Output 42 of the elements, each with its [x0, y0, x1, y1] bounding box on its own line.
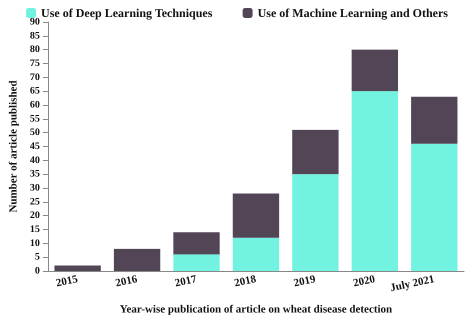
- bar: [292, 174, 339, 271]
- y-tick-label: 35: [30, 168, 40, 180]
- y-tick-label: 50: [30, 127, 40, 138]
- y-tick-label: 70: [30, 72, 40, 83]
- x-tick-label: 2019: [292, 273, 318, 290]
- bar: [114, 248, 160, 271]
- y-tick-label: 40: [30, 154, 40, 166]
- x-tick-label: 2018: [233, 273, 258, 290]
- legend-label: Use of Deep Learning Techniques: [41, 6, 213, 20]
- x-axis-title: Year-wise publication of article on wheat disease detection: [120, 304, 392, 316]
- y-axis-title: Number of article published: [8, 80, 20, 213]
- y-tick-label: 55: [30, 113, 40, 124]
- bar: [173, 254, 220, 271]
- y-tick-label: 85: [30, 30, 40, 42]
- x-tick-label: 2020: [352, 273, 377, 290]
- y-tick-label: 60: [30, 100, 40, 110]
- bar: [292, 130, 339, 174]
- y-tick-label: 75: [30, 58, 40, 69]
- y-tick-label: 45: [30, 141, 40, 152]
- y-tick-label: 90: [30, 16, 40, 28]
- y-tick-label: 15: [30, 224, 40, 235]
- y-tick-label: 0: [34, 266, 40, 276]
- bar: [173, 232, 220, 254]
- y-tick-label: 25: [30, 196, 40, 208]
- x-tick-label: 2017: [174, 273, 198, 290]
- bar: [54, 265, 101, 271]
- x-tick-label: July 2021: [389, 273, 436, 294]
- x-tick-label: 2015: [54, 273, 80, 290]
- bar: [411, 96, 458, 144]
- y-tick-label: 5: [34, 252, 40, 263]
- y-tick-label: 80: [30, 44, 40, 56]
- bar: [352, 50, 398, 92]
- y-tick-label: 65: [30, 86, 40, 97]
- y-tick-label: 30: [30, 182, 40, 194]
- bar: [411, 144, 458, 271]
- bar: [232, 194, 280, 238]
- bar: [232, 238, 280, 271]
- y-tick-label: 10: [30, 238, 40, 249]
- y-tick-label: 20: [30, 210, 40, 222]
- bar: [352, 91, 398, 271]
- legend-label: Use of Machine Learning and Others: [258, 6, 448, 20]
- x-tick-label: 2016: [114, 273, 139, 290]
